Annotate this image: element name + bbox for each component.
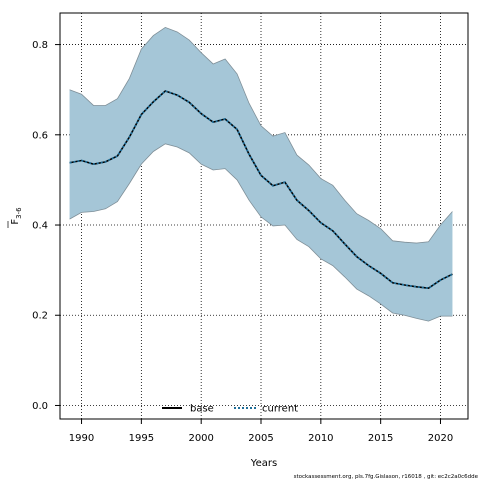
- x-tick-label-2020: 2020: [428, 433, 453, 444]
- x-tick-label-1995: 1995: [129, 433, 154, 444]
- x-tick-label-2000: 2000: [188, 433, 213, 444]
- x-tick-label-2010: 2010: [308, 433, 333, 444]
- y-tick-label-2: 0.4: [32, 221, 48, 232]
- y-axis-title-sub: 3-6: [15, 207, 23, 219]
- confidence-band-upper-edge: [69, 26, 453, 244]
- y-tick-label-3: 0.6: [32, 130, 48, 141]
- y-axis-title-main: F: [10, 219, 21, 225]
- x-tick-label-2015: 2015: [368, 433, 393, 444]
- y-tick-label-4: 0.8: [32, 40, 48, 51]
- y-tick-label-0: 0.0: [32, 401, 48, 412]
- x-tick-label-2005: 2005: [248, 433, 273, 444]
- series-line-current: [69, 90, 453, 290]
- x-tick-label-1990: 1990: [69, 433, 94, 444]
- x-axis-title: Years: [250, 458, 277, 469]
- legend: base current: [162, 404, 298, 415]
- y-axis-title: F3-6: [7, 207, 23, 228]
- confidence-band-lower-edge: [69, 143, 453, 322]
- y-tick-label-1: 0.2: [32, 311, 48, 322]
- x-ticks: 1990 1995 2000 2005 2010 2015 2020: [69, 419, 453, 444]
- legend-label-current: current: [262, 404, 298, 415]
- legend-label-base: base: [190, 404, 214, 415]
- svg-text:F3-6: F3-6: [10, 207, 23, 225]
- credit-text: stockassessment.org, pls.7fg.Gislason, r…: [294, 474, 479, 480]
- series-lines-layer: [69, 90, 453, 290]
- plot-frame: [59, 12, 469, 420]
- y-ticks: 0.0 0.2 0.4 0.6 0.8: [32, 40, 60, 412]
